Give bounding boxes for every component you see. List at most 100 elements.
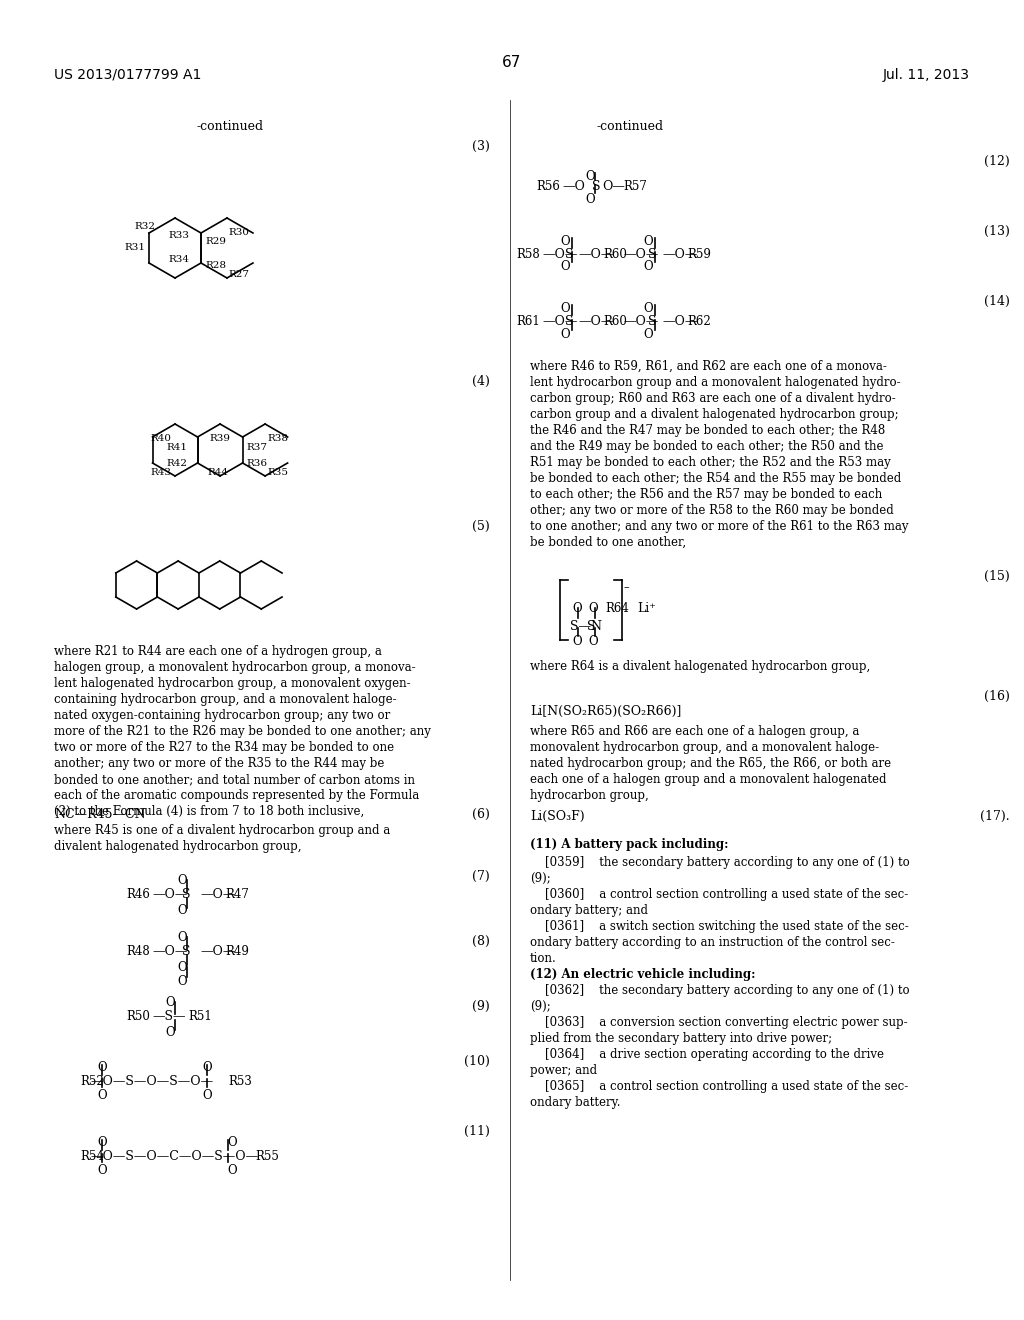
Text: —O—: —O— (152, 945, 187, 958)
Text: R59: R59 (687, 248, 711, 261)
Text: (9);: (9); (530, 873, 551, 884)
Text: power; and: power; and (530, 1064, 597, 1077)
Text: —O—: —O— (623, 315, 658, 327)
Text: O: O (572, 635, 582, 648)
Text: R40: R40 (151, 434, 171, 444)
Text: to each other; the R56 and the R57 may be bonded to each: to each other; the R56 and the R57 may b… (530, 488, 883, 502)
Text: where R46 to R59, R61, and R62 are each one of a monova-: where R46 to R59, R61, and R62 are each … (530, 360, 887, 374)
Text: R50: R50 (126, 1010, 150, 1023)
Text: —O—: —O— (578, 315, 613, 327)
Text: hydrocarbon group,: hydrocarbon group, (530, 789, 649, 803)
Text: ondary battery; and: ondary battery; and (530, 904, 648, 917)
Text: [0364]    a drive section operating according to the drive: [0364] a drive section operating accordi… (530, 1048, 884, 1061)
Text: R60: R60 (603, 248, 627, 261)
Text: O: O (227, 1137, 237, 1148)
Text: [0361]    a switch section switching the used state of the sec-: [0361] a switch section switching the us… (530, 920, 908, 933)
Text: (7): (7) (472, 870, 490, 883)
Text: O: O (643, 235, 653, 248)
Text: (14): (14) (984, 294, 1010, 308)
Text: R54: R54 (80, 1150, 103, 1163)
Text: nated oxygen-containing hydrocarbon group; any two or: nated oxygen-containing hydrocarbon grou… (54, 709, 390, 722)
Text: O: O (177, 904, 186, 917)
Text: S: S (565, 248, 573, 261)
Text: R28: R28 (205, 261, 226, 271)
Text: —O—: —O— (623, 248, 658, 261)
Text: be bonded to each other; the R54 and the R55 may be bonded: be bonded to each other; the R54 and the… (530, 473, 901, 484)
Text: US 2013/0177799 A1: US 2013/0177799 A1 (54, 69, 202, 82)
Text: R62: R62 (687, 315, 711, 327)
Text: more of the R21 to the R26 may be bonded to one another; any: more of the R21 to the R26 may be bonded… (54, 725, 431, 738)
Text: O: O (560, 260, 569, 273)
Text: Jul. 11, 2013: Jul. 11, 2013 (883, 69, 970, 82)
Text: O: O (177, 975, 186, 987)
Text: O: O (202, 1089, 212, 1102)
Text: R31: R31 (124, 243, 145, 252)
Text: O: O (643, 260, 653, 273)
Text: O: O (643, 327, 653, 341)
Text: —S—: —S— (152, 1010, 185, 1023)
Text: R51 may be bonded to each other; the R52 and the R53 may: R51 may be bonded to each other; the R52… (530, 455, 891, 469)
Text: O: O (585, 170, 595, 183)
Text: [0359]    the secondary battery according to any one of (1) to: [0359] the secondary battery according t… (530, 855, 909, 869)
Text: (3): (3) (472, 140, 490, 153)
Text: (2) to the Formula (4) is from 7 to 18 both inclusive,: (2) to the Formula (4) is from 7 to 18 b… (54, 805, 365, 818)
Text: other; any two or more of the R58 to the R60 may be bonded: other; any two or more of the R58 to the… (530, 504, 894, 517)
Text: R47: R47 (225, 888, 249, 902)
Text: O: O (588, 602, 598, 615)
Text: containing hydrocarbon group, and a monovalent haloge-: containing hydrocarbon group, and a mono… (54, 693, 396, 706)
Text: R55: R55 (255, 1150, 279, 1163)
Text: O: O (97, 1089, 106, 1102)
Text: [0362]    the secondary battery according to any one of (1) to: [0362] the secondary battery according t… (530, 983, 909, 997)
Text: where R65 and R66 are each one of a halogen group, a: where R65 and R66 are each one of a halo… (530, 725, 859, 738)
Text: (9): (9) (472, 1001, 490, 1012)
Text: (9);: (9); (530, 1001, 551, 1012)
Text: R43: R43 (151, 469, 171, 477)
Text: Li(SO₃F): Li(SO₃F) (530, 810, 585, 822)
Text: —O—: —O— (662, 248, 697, 261)
Text: nated hydrocarbon group; and the R65, the R66, or both are: nated hydrocarbon group; and the R65, th… (530, 756, 891, 770)
Text: R57: R57 (623, 180, 647, 193)
Text: (11): (11) (464, 1125, 490, 1138)
Text: —O—S—O—S—O—: —O—S—O—S—O— (90, 1074, 213, 1088)
Text: another; any two or more of the R35 to the R44 may be: another; any two or more of the R35 to t… (54, 756, 384, 770)
Text: (13): (13) (984, 224, 1010, 238)
Text: two or more of the R27 to the R34 may be bonded to one: two or more of the R27 to the R34 may be… (54, 741, 394, 754)
Text: [0365]    a control section controlling a used state of the sec-: [0365] a control section controlling a u… (530, 1080, 908, 1093)
Text: bonded to one another; and total number of carbon atoms in: bonded to one another; and total number … (54, 774, 415, 785)
Text: R29: R29 (205, 238, 226, 246)
Text: —O: —O (562, 180, 585, 193)
Text: lent halogenated hydrocarbon group, a monovalent oxygen-: lent halogenated hydrocarbon group, a mo… (54, 677, 411, 690)
Text: divalent halogenated hydrocarbon group,: divalent halogenated hydrocarbon group, (54, 840, 301, 853)
Text: (4): (4) (472, 375, 490, 388)
Text: O: O (97, 1061, 106, 1074)
Text: R35: R35 (267, 469, 288, 477)
Text: O: O (585, 193, 595, 206)
Text: O: O (572, 602, 582, 615)
Text: R38: R38 (267, 434, 288, 444)
Text: O—: O— (602, 180, 625, 193)
Text: [0360]    a control section controlling a used state of the sec-: [0360] a control section controlling a u… (530, 888, 908, 902)
Text: (17).: (17). (980, 810, 1010, 822)
Text: R33: R33 (168, 231, 189, 240)
Text: carbon group and a divalent halogenated hydrocarbon group;: carbon group and a divalent halogenated … (530, 408, 899, 421)
Text: the R46 and the R47 may be bonded to each other; the R48: the R46 and the R47 may be bonded to eac… (530, 424, 886, 437)
Text: O: O (560, 235, 569, 248)
Text: (6): (6) (472, 808, 490, 821)
Text: (16): (16) (984, 690, 1010, 704)
Text: O: O (202, 1061, 212, 1074)
Text: (12) An electric vehicle including:: (12) An electric vehicle including: (530, 968, 756, 981)
Text: R53: R53 (228, 1074, 252, 1088)
Text: R52: R52 (80, 1074, 103, 1088)
Text: R36: R36 (247, 459, 267, 469)
Text: –: – (624, 582, 630, 591)
Text: S: S (587, 620, 596, 634)
Text: S: S (182, 945, 190, 958)
Text: S: S (648, 248, 656, 261)
Text: O: O (165, 997, 175, 1008)
Text: R42: R42 (167, 459, 187, 469)
Text: [0363]    a conversion section converting electric power sup-: [0363] a conversion section converting e… (530, 1016, 907, 1030)
Text: monovalent hydrocarbon group, and a monovalent haloge-: monovalent hydrocarbon group, and a mono… (530, 741, 880, 754)
Text: —O—: —O— (578, 248, 613, 261)
Text: R30: R30 (229, 228, 250, 238)
Text: O: O (560, 302, 569, 315)
